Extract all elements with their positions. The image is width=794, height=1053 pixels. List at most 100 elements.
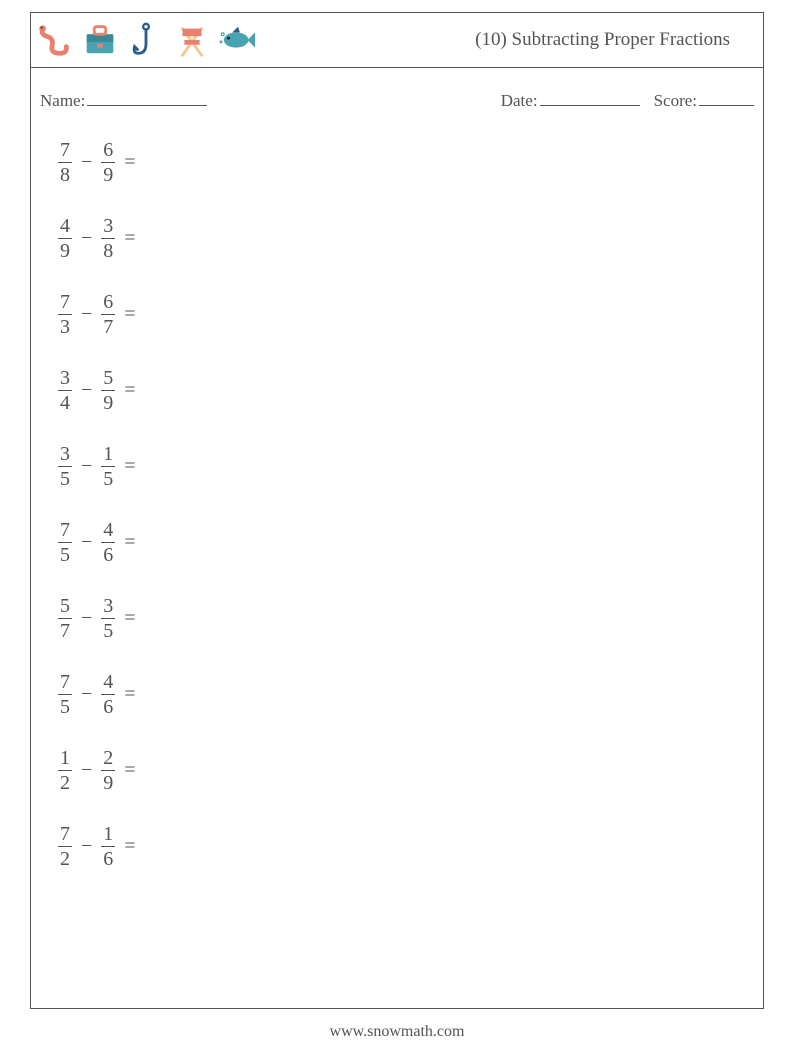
fraction-b: 15 — [101, 444, 115, 489]
equals-sign: = — [122, 455, 135, 478]
fraction-b: 69 — [101, 140, 115, 185]
problem-row: 49−38= — [58, 216, 136, 261]
fraction-a: 72 — [58, 824, 72, 869]
numerator: 7 — [58, 292, 72, 314]
denominator: 7 — [101, 314, 115, 337]
numerator: 3 — [101, 216, 115, 238]
denominator: 8 — [101, 238, 115, 261]
score-field: Score: — [654, 91, 754, 111]
equals-sign: = — [122, 759, 135, 782]
problem-row: 34−59 = — [58, 368, 136, 413]
minus-operator: − — [79, 759, 94, 782]
fish-hook-icon — [126, 20, 166, 60]
minus-operator: − — [79, 303, 94, 326]
numerator: 7 — [58, 520, 72, 542]
fraction-b: 67 — [101, 292, 115, 337]
score-label: Score: — [654, 91, 697, 110]
problem-row: 75−46= — [58, 672, 136, 717]
minus-operator: − — [79, 607, 94, 630]
numerator: 5 — [58, 596, 72, 618]
name-field: Name: — [40, 91, 207, 111]
fraction-a: 78 — [58, 140, 72, 185]
numerator: 4 — [101, 672, 115, 694]
numerator: 3 — [101, 596, 115, 618]
numerator: 1 — [101, 444, 115, 466]
fraction-a: 75 — [58, 672, 72, 717]
problem-row: 35−15= — [58, 444, 136, 489]
equals-sign: = — [122, 835, 135, 858]
denominator: 5 — [58, 542, 72, 565]
denominator: 5 — [58, 694, 72, 717]
minus-operator: − — [79, 455, 94, 478]
page-border — [30, 12, 764, 1009]
denominator: 5 — [101, 618, 115, 641]
denominator: 6 — [101, 694, 115, 717]
worksheet-header: (10) Subtracting Proper Fractions — [30, 12, 764, 68]
denominator: 2 — [58, 846, 72, 869]
numerator: 3 — [58, 368, 72, 390]
equals-sign: = — [122, 607, 135, 630]
worksheet-title: (10) Subtracting Proper Fractions — [475, 29, 754, 51]
tackle-box-icon — [80, 20, 120, 60]
denominator: 3 — [58, 314, 72, 337]
name-blank[interactable] — [87, 92, 207, 106]
equals-sign: = — [122, 683, 135, 706]
problem-row: 75−46 = — [58, 520, 136, 565]
directors-chair-icon — [172, 20, 212, 60]
fraction-a: 73 — [58, 292, 72, 337]
numerator: 3 — [58, 444, 72, 466]
numerator: 6 — [101, 292, 115, 314]
numerator: 2 — [101, 748, 115, 770]
fraction-b: 46 — [101, 672, 115, 717]
numerator: 1 — [58, 748, 72, 770]
numerator: 6 — [101, 140, 115, 162]
fraction-b: 16 — [101, 824, 115, 869]
denominator: 2 — [58, 770, 72, 793]
equals-sign: = — [122, 303, 135, 326]
minus-operator: − — [79, 227, 94, 250]
fraction-a: 75 — [58, 520, 72, 565]
fraction-a: 12 — [58, 748, 72, 793]
fish-icon — [218, 20, 258, 60]
fraction-b: 38 — [101, 216, 115, 261]
problem-row: 72−16 = — [58, 824, 136, 869]
equals-sign: = — [122, 151, 135, 174]
minus-operator: − — [79, 531, 94, 554]
problems-list: 78−69=49−38=73−67=34−59=35−15=75−46=57−3… — [58, 140, 136, 869]
denominator: 6 — [101, 846, 115, 869]
fraction-a: 34 — [58, 368, 72, 413]
problem-row: 57−35= — [58, 596, 136, 641]
numerator: 7 — [58, 672, 72, 694]
numerator: 4 — [101, 520, 115, 542]
fraction-b: 59 — [101, 368, 115, 413]
denominator: 9 — [58, 238, 72, 261]
numerator: 5 — [101, 368, 115, 390]
problem-row: 78−69 = — [58, 140, 136, 185]
problem-row: 12−29= — [58, 748, 136, 793]
equals-sign: = — [122, 531, 135, 554]
info-fields: Name: Date: Score: — [40, 86, 754, 116]
date-field: Date: — [501, 91, 640, 111]
date-blank[interactable] — [540, 92, 640, 106]
minus-operator: − — [79, 151, 94, 174]
footer-url: www.snowmath.com — [0, 1023, 794, 1041]
equals-sign: = — [122, 379, 135, 402]
fraction-b: 46 — [101, 520, 115, 565]
numerator: 1 — [101, 824, 115, 846]
numerator: 7 — [58, 140, 72, 162]
denominator: 7 — [58, 618, 72, 641]
equals-sign: = — [122, 227, 135, 250]
minus-operator: − — [79, 379, 94, 402]
denominator: 9 — [101, 162, 115, 185]
date-label: Date: — [501, 91, 538, 110]
name-label: Name: — [40, 91, 85, 110]
denominator: 4 — [58, 390, 72, 413]
denominator: 5 — [58, 466, 72, 489]
minus-operator: − — [79, 835, 94, 858]
denominator: 5 — [101, 466, 115, 489]
denominator: 9 — [101, 390, 115, 413]
denominator: 8 — [58, 162, 72, 185]
problem-row: 73−67= — [58, 292, 136, 337]
header-icons — [34, 20, 258, 60]
score-blank[interactable] — [699, 92, 754, 106]
